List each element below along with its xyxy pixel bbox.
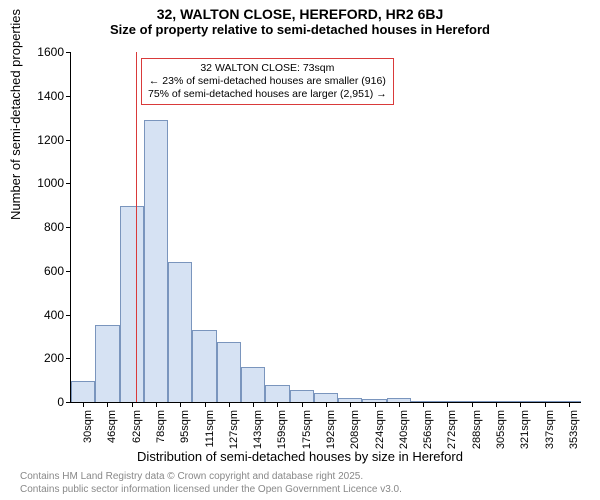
x-tick bbox=[447, 402, 448, 407]
y-tick-label: 1200 bbox=[37, 133, 64, 147]
x-tick-label: 224sqm bbox=[374, 410, 386, 450]
x-tick bbox=[472, 402, 473, 407]
x-tick bbox=[229, 402, 230, 407]
property-marker-line bbox=[136, 52, 137, 402]
x-tick bbox=[326, 402, 327, 407]
x-tick bbox=[496, 402, 497, 407]
y-tick-label: 200 bbox=[44, 351, 64, 365]
y-tick-label: 1600 bbox=[37, 45, 64, 59]
y-tick bbox=[66, 227, 71, 228]
x-tick-label: 62sqm bbox=[131, 410, 143, 450]
histogram-bar bbox=[241, 367, 265, 402]
attribution-footer: Contains HM Land Registry data © Crown c… bbox=[20, 470, 402, 496]
x-tick-label: 192sqm bbox=[325, 410, 337, 450]
x-tick-label: 337sqm bbox=[544, 410, 556, 450]
x-tick-label: 208sqm bbox=[349, 410, 361, 450]
y-tick bbox=[66, 315, 71, 316]
x-tick-label: 305sqm bbox=[495, 410, 507, 450]
x-tick bbox=[302, 402, 303, 407]
x-tick-label: 30sqm bbox=[82, 410, 94, 450]
histogram-bar bbox=[290, 390, 314, 402]
x-tick bbox=[277, 402, 278, 407]
y-tick bbox=[66, 183, 71, 184]
y-axis-label: Number of semi-detached properties bbox=[8, 9, 23, 220]
x-tick-label: 46sqm bbox=[106, 410, 118, 450]
y-tick-label: 1400 bbox=[37, 89, 64, 103]
chart-title: 32, WALTON CLOSE, HEREFORD, HR2 6BJ bbox=[0, 0, 600, 22]
x-tick-label: 256sqm bbox=[422, 410, 434, 450]
y-tick bbox=[66, 52, 71, 53]
x-tick-label: 159sqm bbox=[276, 410, 288, 450]
annotation-line: 32 WALTON CLOSE: 73sqm bbox=[148, 62, 387, 75]
chart-container: 32, WALTON CLOSE, HEREFORD, HR2 6BJ Size… bbox=[0, 0, 600, 500]
footer-line: Contains public sector information licen… bbox=[20, 483, 402, 496]
x-tick-label: 272sqm bbox=[446, 410, 458, 450]
histogram-bar bbox=[120, 206, 144, 402]
x-tick bbox=[83, 402, 84, 407]
y-tick bbox=[66, 358, 71, 359]
y-tick bbox=[66, 271, 71, 272]
x-tick-label: 111sqm bbox=[204, 410, 216, 450]
y-tick-label: 400 bbox=[44, 308, 64, 322]
x-tick-label: 95sqm bbox=[179, 410, 191, 450]
histogram-bar bbox=[95, 325, 119, 402]
x-tick-label: 240sqm bbox=[398, 410, 410, 450]
y-tick bbox=[66, 96, 71, 97]
x-tick-label: 288sqm bbox=[471, 410, 483, 450]
x-tick bbox=[107, 402, 108, 407]
x-tick bbox=[205, 402, 206, 407]
x-tick-label: 78sqm bbox=[155, 410, 167, 450]
x-tick-label: 127sqm bbox=[228, 410, 240, 450]
histogram-bar bbox=[192, 330, 216, 402]
histogram-bar bbox=[217, 342, 241, 402]
x-tick bbox=[545, 402, 546, 407]
x-tick bbox=[375, 402, 376, 407]
chart-subtitle: Size of property relative to semi-detach… bbox=[0, 22, 600, 37]
histogram-bar bbox=[144, 120, 168, 402]
x-tick bbox=[423, 402, 424, 407]
x-tick bbox=[156, 402, 157, 407]
y-tick-label: 0 bbox=[57, 395, 64, 409]
annotation-line: 75% of semi-detached houses are larger (… bbox=[148, 88, 387, 101]
x-tick bbox=[520, 402, 521, 407]
x-tick bbox=[399, 402, 400, 407]
x-tick bbox=[180, 402, 181, 407]
y-tick-label: 1000 bbox=[37, 176, 64, 190]
histogram-bar bbox=[314, 393, 338, 402]
histogram-bar bbox=[71, 381, 95, 402]
x-tick bbox=[569, 402, 570, 407]
x-tick-label: 143sqm bbox=[252, 410, 264, 450]
y-tick-label: 800 bbox=[44, 220, 64, 234]
annotation-line: ← 23% of semi-detached houses are smalle… bbox=[148, 75, 387, 88]
x-tick-label: 175sqm bbox=[301, 410, 313, 450]
plot-area: 32 WALTON CLOSE: 73sqm← 23% of semi-deta… bbox=[70, 52, 581, 403]
annotation-box: 32 WALTON CLOSE: 73sqm← 23% of semi-deta… bbox=[141, 58, 394, 105]
histogram-bar bbox=[168, 262, 192, 402]
y-tick-label: 600 bbox=[44, 264, 64, 278]
x-tick bbox=[350, 402, 351, 407]
footer-line: Contains HM Land Registry data © Crown c… bbox=[20, 470, 402, 483]
y-tick bbox=[66, 140, 71, 141]
x-tick bbox=[132, 402, 133, 407]
x-tick-label: 353sqm bbox=[568, 410, 580, 450]
histogram-bar bbox=[265, 385, 289, 403]
x-axis-label: Distribution of semi-detached houses by … bbox=[0, 449, 600, 464]
x-tick-label: 321sqm bbox=[519, 410, 531, 450]
y-tick bbox=[66, 402, 71, 403]
x-tick bbox=[253, 402, 254, 407]
